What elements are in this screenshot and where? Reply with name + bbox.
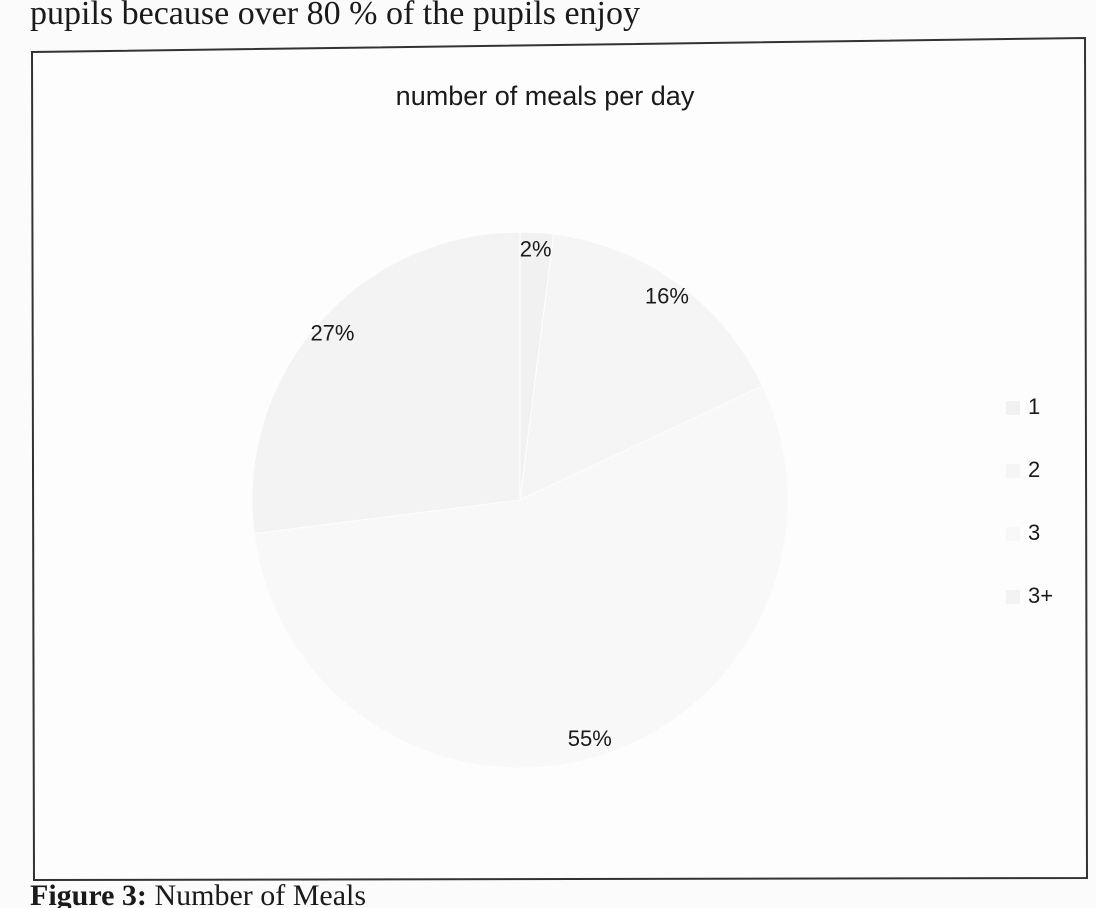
legend-label: 1 bbox=[1028, 394, 1040, 419]
data-label: 27% bbox=[310, 320, 354, 345]
legend-label: 3 bbox=[1028, 520, 1040, 545]
legend-label: 2 bbox=[1028, 457, 1040, 482]
legend-swatch bbox=[1006, 590, 1020, 604]
caption-label: Figure 3: bbox=[30, 879, 147, 908]
data-label: 55% bbox=[568, 726, 612, 751]
legend-swatch bbox=[1006, 401, 1020, 415]
pie-slice bbox=[519, 233, 764, 501]
chart-title: number of meals per day bbox=[396, 81, 695, 111]
pie-slice bbox=[251, 231, 521, 535]
legend-label: 3+ bbox=[1028, 583, 1053, 608]
pie-slice bbox=[253, 385, 789, 769]
caption: Figure 3: Number of Meals bbox=[30, 879, 366, 908]
caption-text: Number of Meals bbox=[154, 879, 366, 908]
data-label: 16% bbox=[645, 284, 689, 309]
body-text: pupils because over 80 % of the pupils e… bbox=[30, 0, 640, 32]
legend-swatch bbox=[1006, 464, 1020, 478]
data-label: 2% bbox=[520, 236, 552, 261]
chart: number of meals per day 2% 16% 55% 27% 1 2 3 3+ bbox=[251, 81, 1053, 769]
legend-swatch bbox=[1006, 527, 1020, 541]
